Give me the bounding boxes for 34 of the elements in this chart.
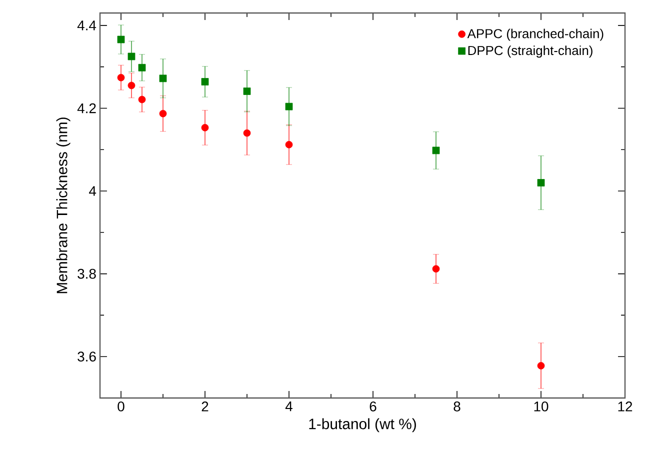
point (138, 64, 146, 72)
point (201, 78, 209, 86)
point (432, 146, 440, 154)
x-tick-label: 2 (202, 402, 208, 412)
point (285, 140, 293, 148)
point (243, 129, 251, 137)
legend-label: APPC (branched-chain) (467, 28, 604, 41)
y-axis-title: Membrane Thickness (nm) (56, 118, 70, 294)
x-tick-label: 6 (370, 402, 376, 412)
point (537, 179, 545, 186)
point (128, 52, 136, 60)
point (117, 36, 125, 44)
point (537, 362, 545, 370)
y-tick-label: 4.2 (77, 103, 96, 114)
y-tick-label: 4 (89, 186, 96, 196)
point (201, 124, 209, 132)
x-tick-label: 12 (618, 402, 632, 412)
y-tick-label: 4.4 (77, 20, 96, 30)
point (128, 82, 136, 90)
point (243, 88, 251, 95)
x-tick-label: 8 (454, 402, 460, 412)
point (159, 74, 167, 82)
x-tick-label: 10 (534, 402, 548, 412)
y-tick-label: 3.8 (78, 268, 96, 279)
legend-label: DPPC (straight-chain) (468, 46, 592, 58)
x-tick-label: 0 (118, 402, 124, 412)
x-tick-label: 4 (285, 402, 292, 412)
y-tick-label: 3.6 (78, 352, 96, 362)
point (138, 96, 146, 104)
x-axis-title: 1-butanol (wt %) (309, 418, 416, 432)
point (117, 74, 125, 82)
point (432, 265, 440, 273)
point (285, 102, 293, 110)
point (159, 110, 167, 118)
